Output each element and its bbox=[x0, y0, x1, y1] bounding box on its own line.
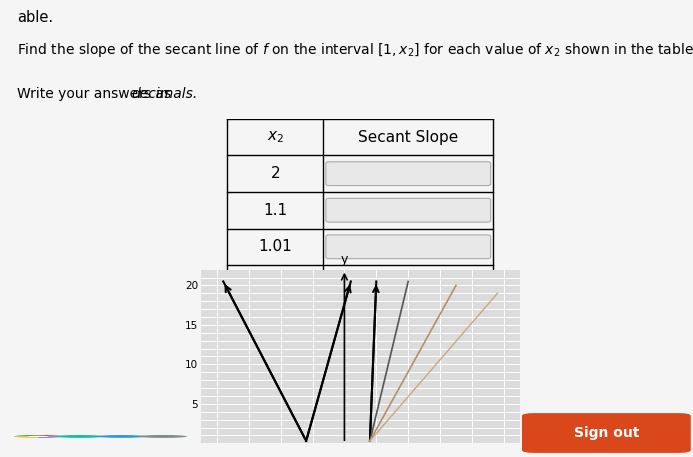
FancyBboxPatch shape bbox=[522, 413, 691, 453]
Wedge shape bbox=[14, 435, 38, 436]
Text: 1.001: 1.001 bbox=[254, 276, 297, 291]
Text: Write your answers as: Write your answers as bbox=[17, 87, 176, 101]
Text: Secant Slope: Secant Slope bbox=[358, 130, 458, 144]
Text: decimals.: decimals. bbox=[132, 87, 198, 101]
Text: Find the slope of the secant line of $f$ on the interval $[1, x_2]$ for each val: Find the slope of the secant line of $f$… bbox=[17, 41, 693, 59]
Text: Sign out: Sign out bbox=[574, 426, 639, 440]
Text: y: y bbox=[341, 253, 348, 266]
Text: 1.1: 1.1 bbox=[263, 203, 288, 218]
Text: 1.01: 1.01 bbox=[258, 239, 292, 254]
FancyBboxPatch shape bbox=[326, 162, 491, 186]
Circle shape bbox=[139, 435, 187, 438]
Text: 2: 2 bbox=[270, 166, 280, 181]
FancyBboxPatch shape bbox=[326, 198, 491, 222]
Wedge shape bbox=[38, 436, 62, 438]
FancyBboxPatch shape bbox=[326, 271, 491, 295]
Circle shape bbox=[55, 435, 104, 438]
Circle shape bbox=[97, 435, 146, 438]
Text: $x_2$: $x_2$ bbox=[267, 129, 283, 145]
Wedge shape bbox=[38, 435, 62, 436]
Text: able.: able. bbox=[17, 10, 53, 25]
Circle shape bbox=[27, 436, 49, 437]
Wedge shape bbox=[14, 436, 38, 438]
FancyBboxPatch shape bbox=[326, 235, 491, 259]
